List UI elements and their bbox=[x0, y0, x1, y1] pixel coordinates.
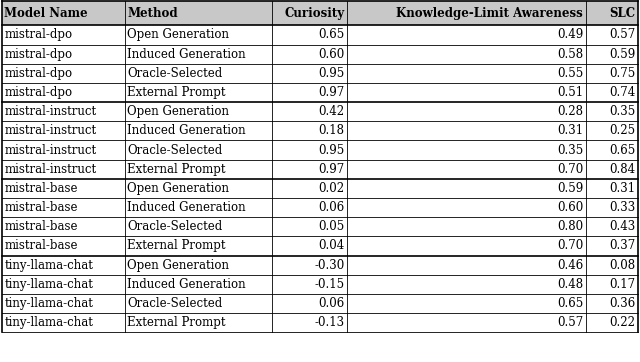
Text: 0.31: 0.31 bbox=[609, 182, 636, 195]
Text: 0.60: 0.60 bbox=[318, 48, 344, 60]
Text: 0.70: 0.70 bbox=[557, 163, 583, 176]
Text: Open Generation: Open Generation bbox=[127, 29, 229, 41]
Text: 0.65: 0.65 bbox=[609, 144, 636, 156]
Text: Induced Generation: Induced Generation bbox=[127, 278, 246, 291]
Text: 0.37: 0.37 bbox=[609, 240, 636, 252]
Text: External Prompt: External Prompt bbox=[127, 240, 226, 252]
Text: Open Generation: Open Generation bbox=[127, 182, 229, 195]
Text: 0.97: 0.97 bbox=[318, 163, 344, 176]
Text: 0.25: 0.25 bbox=[609, 125, 636, 137]
Text: mistral-dpo: mistral-dpo bbox=[4, 29, 72, 41]
Text: 0.59: 0.59 bbox=[557, 182, 583, 195]
Text: Induced Generation: Induced Generation bbox=[127, 125, 246, 137]
Text: Open Generation: Open Generation bbox=[127, 105, 229, 118]
Text: Model Name: Model Name bbox=[4, 7, 88, 20]
Text: Oracle-Selected: Oracle-Selected bbox=[127, 67, 222, 80]
Text: 0.35: 0.35 bbox=[609, 105, 636, 118]
Text: External Prompt: External Prompt bbox=[127, 316, 226, 329]
Text: Induced Generation: Induced Generation bbox=[127, 201, 246, 214]
Text: tiny-llama-chat: tiny-llama-chat bbox=[4, 316, 93, 329]
Text: 0.31: 0.31 bbox=[557, 125, 583, 137]
Text: mistral-instruct: mistral-instruct bbox=[4, 163, 97, 176]
Text: mistral-dpo: mistral-dpo bbox=[4, 48, 72, 60]
Text: Curiosity: Curiosity bbox=[284, 7, 344, 20]
Text: Oracle-Selected: Oracle-Selected bbox=[127, 144, 222, 156]
Text: 0.75: 0.75 bbox=[609, 67, 636, 80]
Text: Method: Method bbox=[127, 7, 178, 20]
Text: Knowledge-Limit Awareness: Knowledge-Limit Awareness bbox=[396, 7, 583, 20]
Text: 0.55: 0.55 bbox=[557, 67, 583, 80]
Text: 0.33: 0.33 bbox=[609, 201, 636, 214]
Text: 0.46: 0.46 bbox=[557, 259, 583, 272]
Text: 0.58: 0.58 bbox=[557, 48, 583, 60]
Text: 0.84: 0.84 bbox=[609, 163, 636, 176]
Text: mistral-base: mistral-base bbox=[4, 220, 78, 233]
Text: 0.80: 0.80 bbox=[557, 220, 583, 233]
Text: 0.65: 0.65 bbox=[557, 297, 583, 310]
Text: 0.02: 0.02 bbox=[318, 182, 344, 195]
Text: -0.13: -0.13 bbox=[314, 316, 344, 329]
Text: tiny-llama-chat: tiny-llama-chat bbox=[4, 259, 93, 272]
Text: 0.42: 0.42 bbox=[318, 105, 344, 118]
Text: tiny-llama-chat: tiny-llama-chat bbox=[4, 297, 93, 310]
Text: 0.35: 0.35 bbox=[557, 144, 583, 156]
Text: 0.57: 0.57 bbox=[609, 29, 636, 41]
Text: 0.60: 0.60 bbox=[557, 201, 583, 214]
Text: 0.18: 0.18 bbox=[319, 125, 344, 137]
Text: External Prompt: External Prompt bbox=[127, 163, 226, 176]
Text: 0.49: 0.49 bbox=[557, 29, 583, 41]
Text: 0.08: 0.08 bbox=[609, 259, 636, 272]
Text: 0.74: 0.74 bbox=[609, 86, 636, 99]
Text: Oracle-Selected: Oracle-Selected bbox=[127, 220, 222, 233]
Text: mistral-base: mistral-base bbox=[4, 201, 78, 214]
Text: mistral-dpo: mistral-dpo bbox=[4, 86, 72, 99]
Text: Induced Generation: Induced Generation bbox=[127, 48, 246, 60]
Text: mistral-base: mistral-base bbox=[4, 182, 78, 195]
Text: -0.30: -0.30 bbox=[314, 259, 344, 272]
Text: 0.97: 0.97 bbox=[318, 86, 344, 99]
Text: 0.22: 0.22 bbox=[609, 316, 636, 329]
Text: tiny-llama-chat: tiny-llama-chat bbox=[4, 278, 93, 291]
Text: 0.17: 0.17 bbox=[609, 278, 636, 291]
Text: 0.95: 0.95 bbox=[318, 67, 344, 80]
Text: mistral-instruct: mistral-instruct bbox=[4, 125, 97, 137]
Text: 0.51: 0.51 bbox=[557, 86, 583, 99]
Text: mistral-dpo: mistral-dpo bbox=[4, 67, 72, 80]
Text: 0.57: 0.57 bbox=[557, 316, 583, 329]
Text: -0.15: -0.15 bbox=[314, 278, 344, 291]
Text: 0.95: 0.95 bbox=[318, 144, 344, 156]
Text: mistral-instruct: mistral-instruct bbox=[4, 144, 97, 156]
Text: 0.70: 0.70 bbox=[557, 240, 583, 252]
Text: Oracle-Selected: Oracle-Selected bbox=[127, 297, 222, 310]
Text: 0.43: 0.43 bbox=[609, 220, 636, 233]
Text: External Prompt: External Prompt bbox=[127, 86, 226, 99]
Text: 0.36: 0.36 bbox=[609, 297, 636, 310]
Text: 0.06: 0.06 bbox=[318, 201, 344, 214]
Bar bbox=[2, 1, 638, 25]
Text: 0.59: 0.59 bbox=[609, 48, 636, 60]
Text: 0.28: 0.28 bbox=[557, 105, 583, 118]
Text: 0.48: 0.48 bbox=[557, 278, 583, 291]
Text: 0.05: 0.05 bbox=[318, 220, 344, 233]
Text: mistral-instruct: mistral-instruct bbox=[4, 105, 97, 118]
Text: Open Generation: Open Generation bbox=[127, 259, 229, 272]
Text: mistral-base: mistral-base bbox=[4, 240, 78, 252]
Text: 0.06: 0.06 bbox=[318, 297, 344, 310]
Text: SLC: SLC bbox=[609, 7, 636, 20]
Text: 0.04: 0.04 bbox=[318, 240, 344, 252]
Text: 0.65: 0.65 bbox=[318, 29, 344, 41]
